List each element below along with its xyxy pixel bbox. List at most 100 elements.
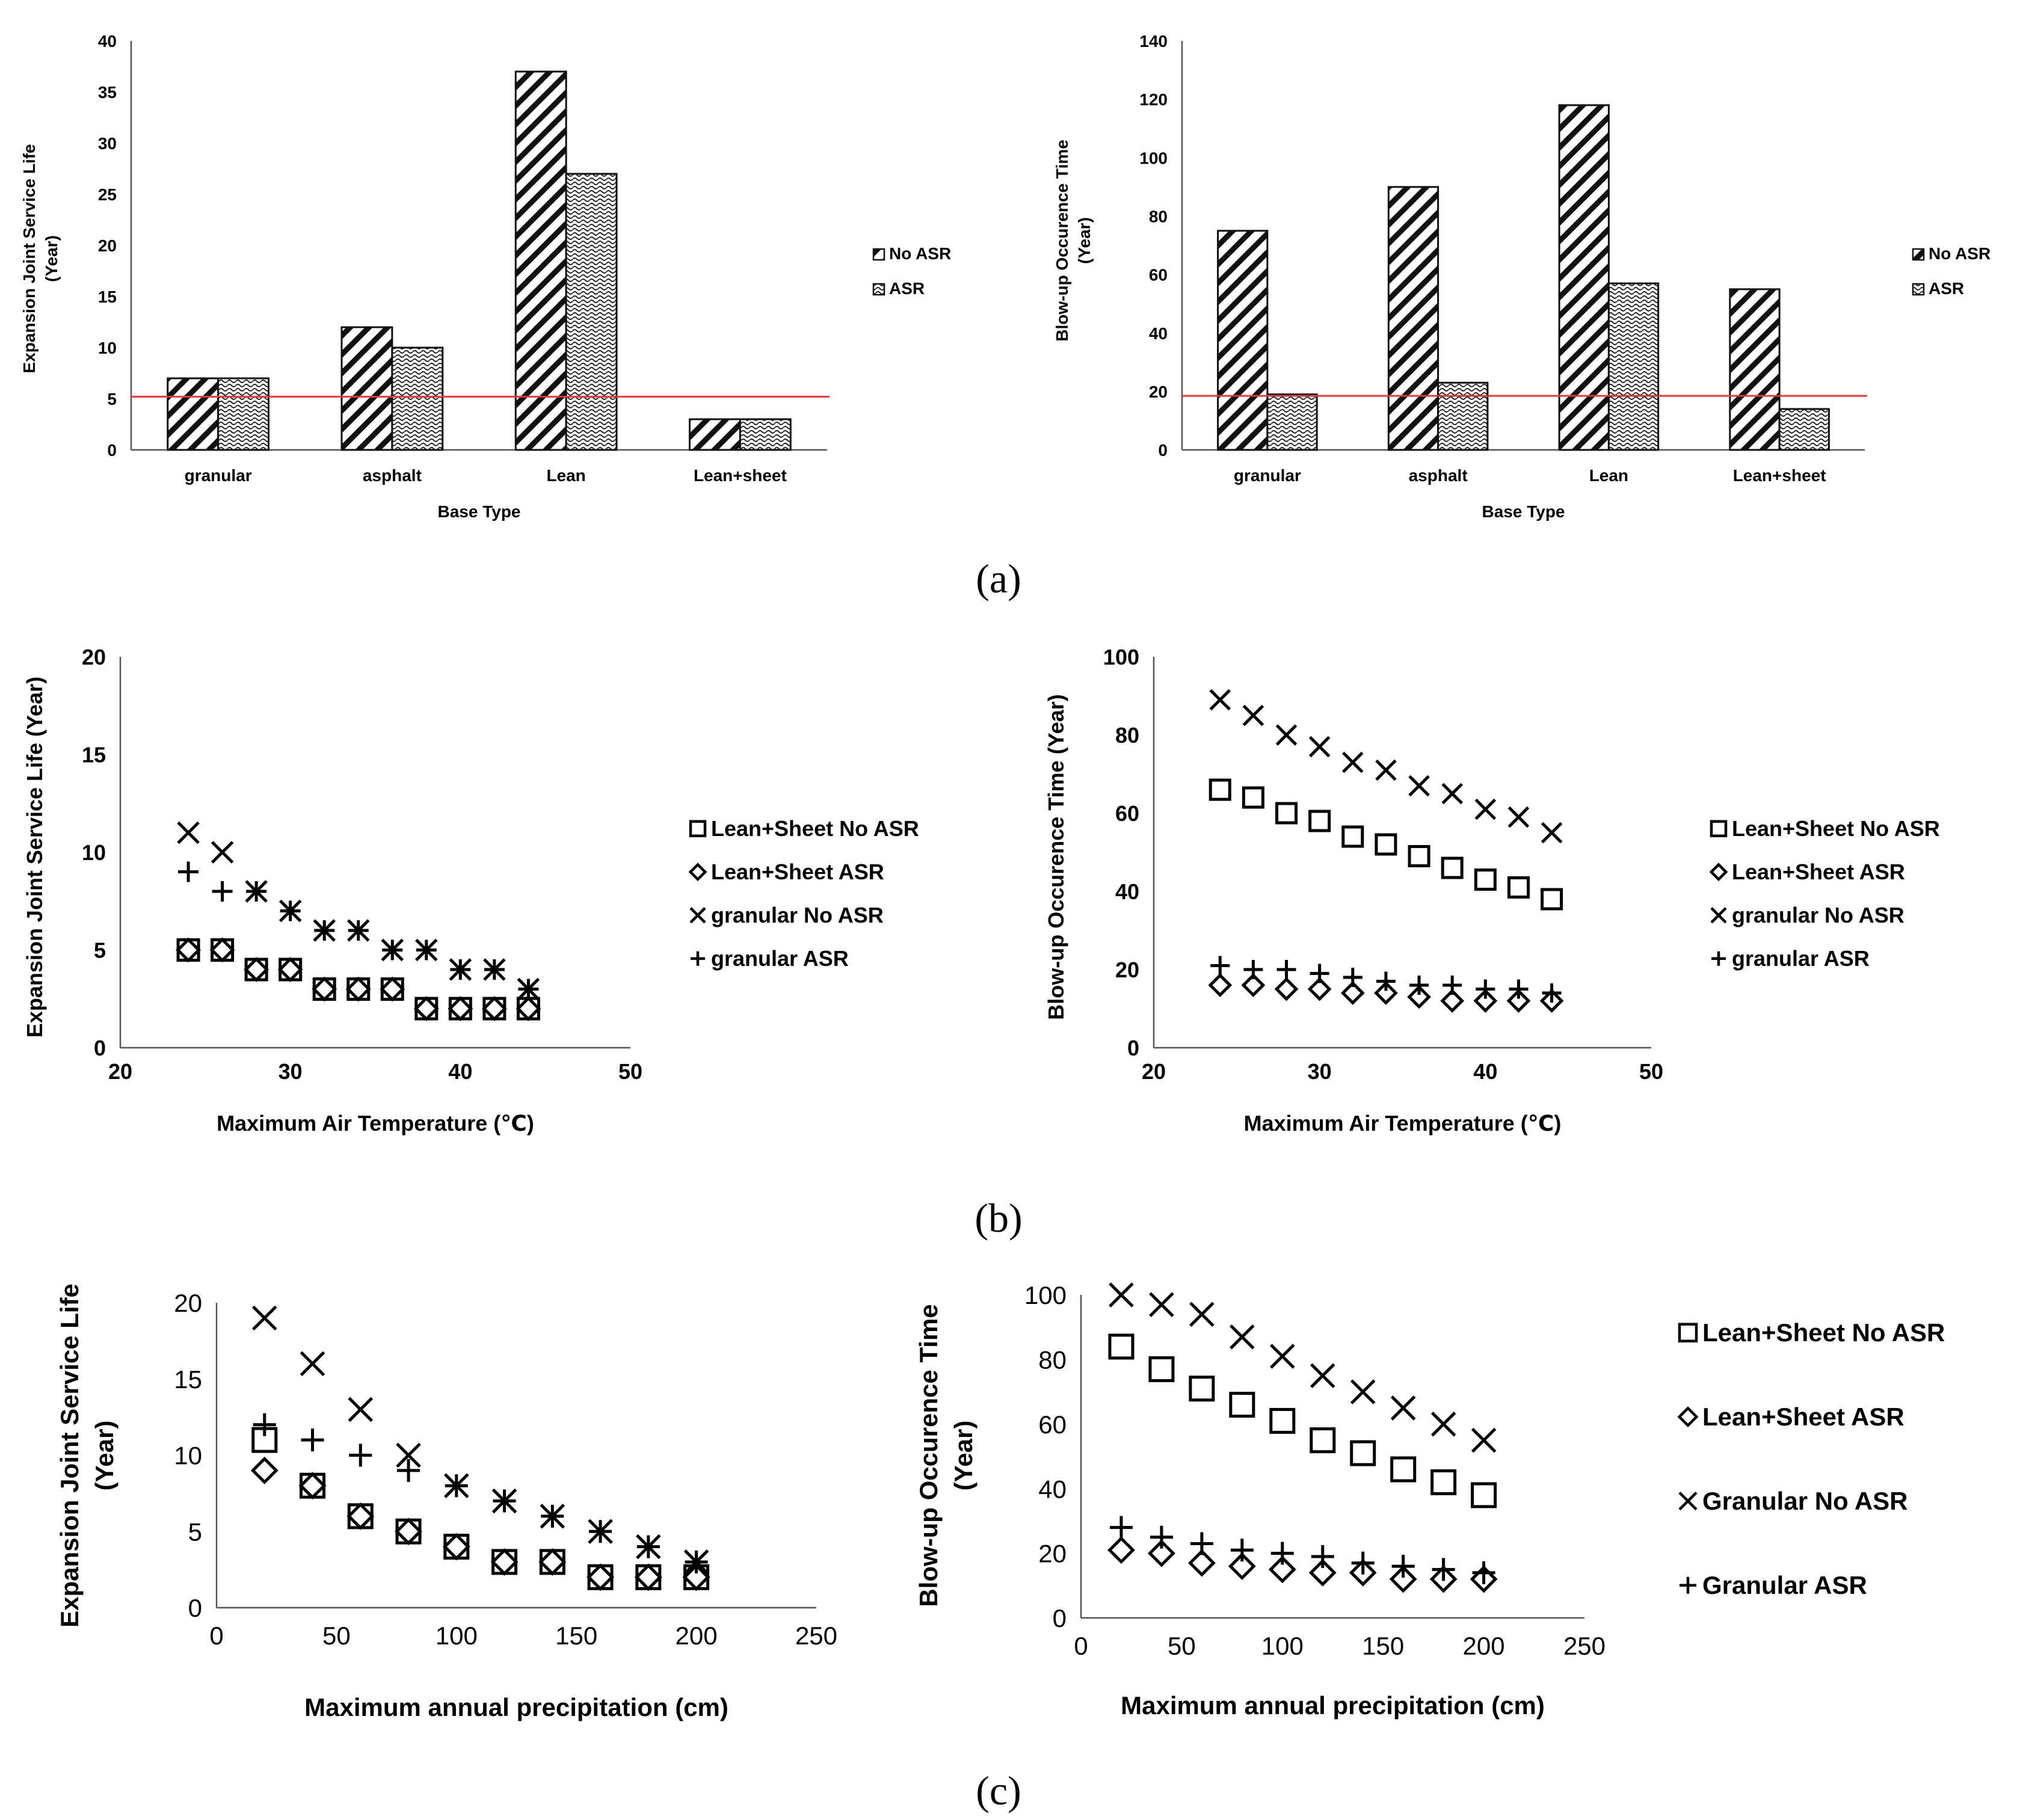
x-tick-label: 100 (436, 1622, 478, 1650)
marker-plus (1472, 1561, 1495, 1584)
bar (1387, 186, 1439, 451)
marker-plus (253, 1413, 276, 1436)
marker-diamond (176, 937, 201, 963)
marker-diamond (250, 1456, 279, 1484)
marker-x (396, 1442, 421, 1468)
marker-x (1209, 689, 1231, 711)
legend-label: Lean+Sheet No ASR (1702, 1318, 1945, 1347)
bar (739, 418, 792, 451)
marker-x (1430, 1412, 1456, 1437)
marker-plus (348, 920, 369, 941)
marker-square (1189, 1376, 1215, 1402)
y-tick-label: 20 (174, 1289, 202, 1317)
marker-x (1471, 1427, 1497, 1453)
bar (1266, 393, 1318, 451)
marker-plus (416, 939, 437, 961)
bar (391, 346, 444, 451)
legend-swatch (872, 283, 885, 296)
marker-square (1474, 868, 1497, 891)
marker-diamond (1274, 977, 1299, 1001)
marker-diamond (1148, 1539, 1175, 1567)
y-tick-label: 15 (98, 287, 117, 306)
marker-square (414, 997, 439, 1021)
y-tick-label: 25 (98, 185, 117, 204)
y-tick-label: 100 (1024, 1281, 1067, 1309)
marker-diamond (1470, 1565, 1498, 1593)
marker-diamond (1429, 1565, 1458, 1593)
marker-diamond (413, 996, 439, 1021)
chart-a2-blowup-by-base-type: 0 20 40 60 80 100 120 140 granular asphalt Lean Lea… (1053, 32, 1991, 521)
legend-label: No ASR (889, 244, 951, 263)
y-axis-title: Expansion Joint Service Life (Year) (22, 677, 47, 1038)
x-tick-label: granular (185, 466, 252, 485)
y-axis-title-unit: (Year) (949, 1421, 978, 1491)
marker-square (1471, 1482, 1497, 1508)
marker-square (1350, 1440, 1376, 1466)
x-tick-label: asphalt (1409, 466, 1468, 485)
legend-label: Granular ASR (1702, 1571, 1867, 1599)
legend-swatch (872, 248, 885, 261)
marker-square (244, 958, 268, 982)
marker-x (1308, 736, 1331, 758)
marker-square (1148, 1356, 1175, 1383)
marker-diamond (346, 1502, 375, 1530)
marker-x (1710, 907, 1727, 924)
marker-plus (445, 1474, 468, 1498)
marker-diamond (1107, 1536, 1135, 1564)
marker-x (177, 821, 200, 844)
marker-diamond (1307, 977, 1332, 1001)
marker-diamond (587, 1563, 614, 1591)
legend-swatch (1912, 248, 1925, 261)
y-tick-label: 80 (1149, 208, 1168, 226)
legend-label: ASR (1929, 279, 1964, 298)
legend-label: Lean+Sheet ASR (1732, 859, 1905, 884)
y-tick-label: 80 (1115, 723, 1139, 748)
marker-diamond (298, 1472, 327, 1500)
y-axis-title: Expansion Joint Service Life (55, 1284, 84, 1628)
y-tick-label: 40 (1149, 324, 1168, 343)
marker-diamond (490, 1548, 519, 1576)
y-axis-title: Expansion Joint Service Life (20, 144, 38, 373)
marker-x (1474, 798, 1497, 820)
marker-diamond (380, 976, 405, 1002)
marker-plus (1109, 1516, 1133, 1539)
marker-x (1242, 704, 1264, 727)
marker-x (1230, 1324, 1255, 1350)
marker-diamond (634, 1563, 662, 1591)
marker-square (1310, 1427, 1336, 1454)
x-tick-label: 250 (795, 1622, 837, 1650)
marker-x (1441, 782, 1463, 805)
marker-plus (280, 900, 301, 921)
marker-plus (493, 1489, 516, 1513)
marker-diamond (277, 957, 303, 982)
bar (1778, 408, 1830, 451)
x-tick-label: Lean+sheet (1733, 466, 1826, 485)
y-tick-label: 20 (1038, 1540, 1067, 1568)
panel-label-a: (a) (976, 556, 1021, 601)
marker-diamond (1208, 973, 1233, 997)
marker-square (1275, 802, 1298, 825)
marker-square (482, 997, 506, 1021)
marker-square (1375, 833, 1397, 856)
x-tick-label: 200 (1463, 1632, 1505, 1660)
y-tick-label: 5 (188, 1517, 202, 1546)
marker-diamond (312, 976, 337, 1002)
marker-diamond (1374, 981, 1398, 1005)
marker-plus (1711, 951, 1726, 966)
y-tick-label: 20 (1115, 958, 1139, 982)
marker-x (251, 1305, 277, 1331)
marker-square (1408, 845, 1430, 867)
marker-square (689, 820, 707, 838)
x-tick-label: asphalt (363, 466, 422, 485)
marker-diamond (1241, 973, 1266, 997)
y-tick-label: 5 (107, 390, 117, 408)
legend-label: granular No ASR (1732, 903, 1904, 927)
marker-x (1390, 1395, 1416, 1421)
marker-square (211, 938, 235, 962)
marker-square (347, 1503, 374, 1529)
x-tick-label: 50 (322, 1622, 351, 1650)
y-tick-label: 120 (1139, 90, 1168, 109)
legend-label: Lean+Sheet No ASR (1732, 816, 1940, 841)
y-tick-label: 0 (1053, 1604, 1067, 1632)
